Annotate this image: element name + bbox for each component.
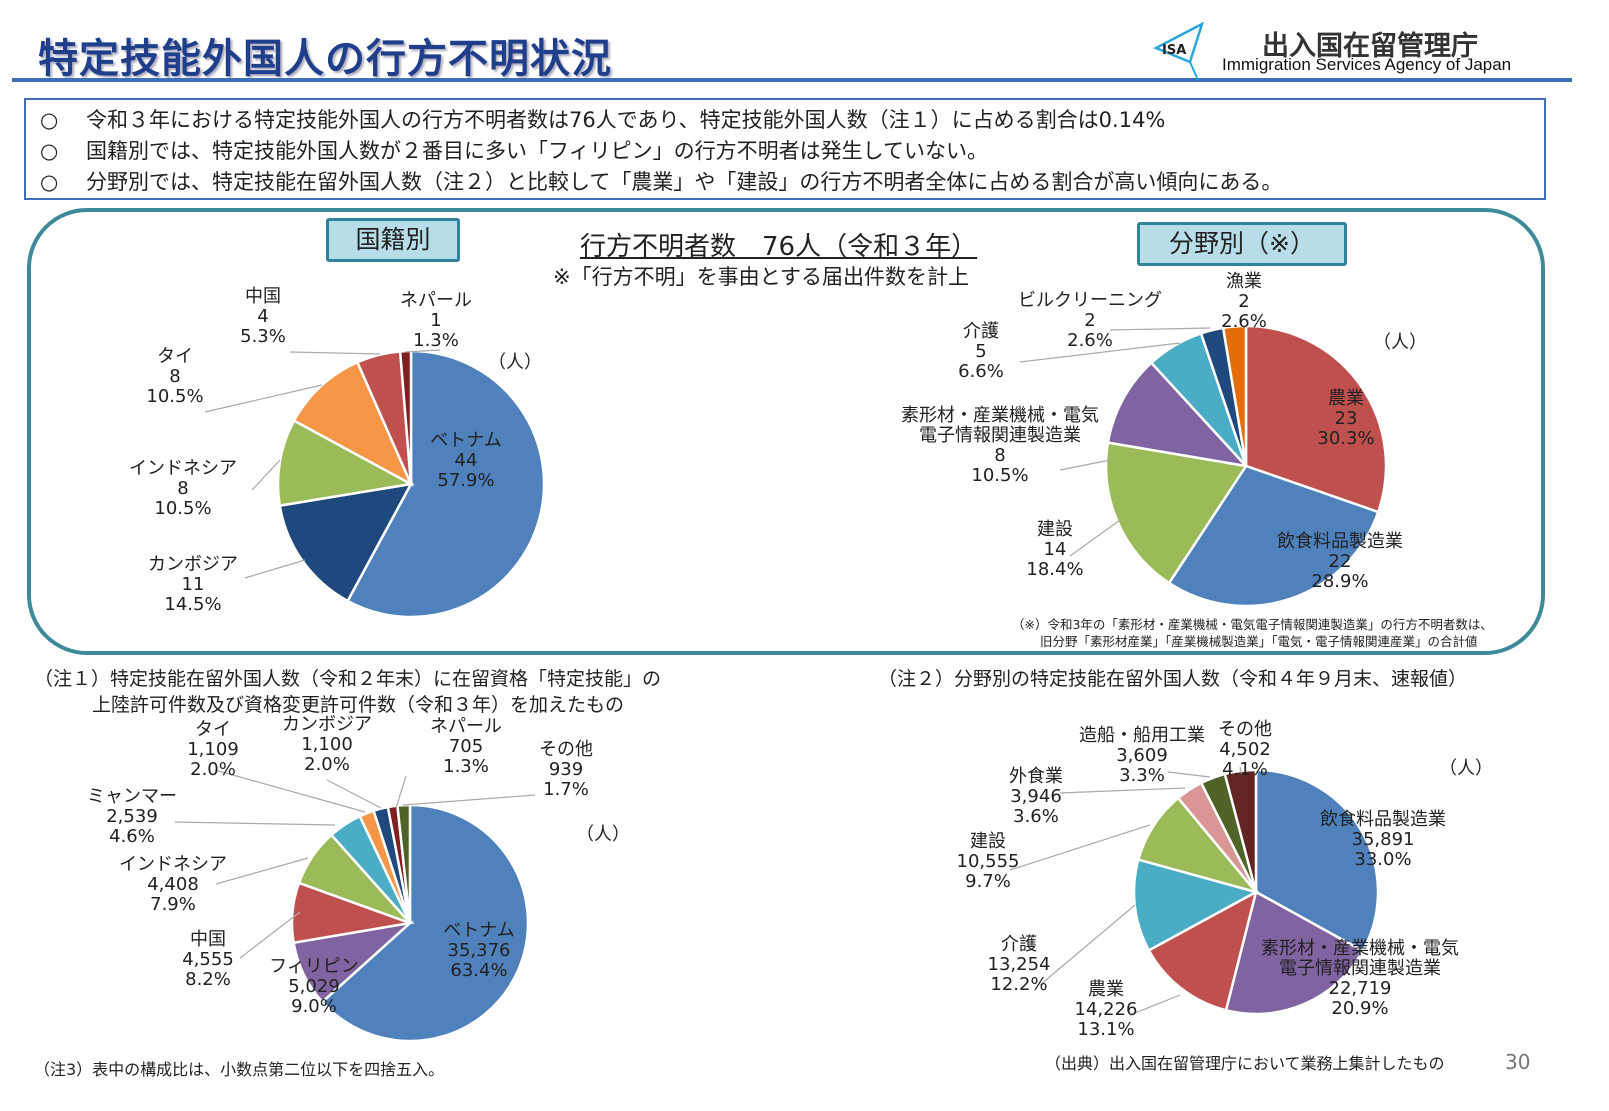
slice-label: 中国 4 5.3% [240,286,286,347]
page-title: 特定技能外国人の行方不明状況 [38,36,612,82]
leader-line [174,821,336,826]
pie-slice [320,803,530,1043]
slice-label: 飲食料品製造業 35,891 33.0% [1320,809,1446,870]
leader-line [251,459,281,491]
pie-slice [1244,324,1388,514]
slice-label: タイ 1,109 2.0% [187,719,239,780]
leader-line [1019,342,1181,363]
unit-label: （人） [488,352,542,373]
pie-slice [1254,768,1380,953]
field-footnote-1: （※）令和3年の「素形材・産業機械・電気電子情報関連製造業」の行方不明者数は、 [1012,617,1493,632]
slice-label: その他 4,502 4.1% [1218,719,1272,780]
leader-line [1109,327,1211,331]
slice-label: 建設 14 18.4% [1026,519,1083,580]
slice-label: タイ 8 10.5% [146,346,203,407]
isa-logo-icon: ISA [1153,22,1204,81]
slice-label: 農業 23 30.3% [1317,388,1374,449]
slice-label: インドネシア 4,408 7.9% [119,854,227,915]
isa-logo-text: ISA [1162,43,1186,58]
slice-label: 外食業 3,946 3.6% [1009,766,1063,827]
pie-slice [1132,858,1260,953]
source-note: （出典）出入国在留管理庁において業務上集計したもの [1045,1054,1445,1073]
leader-line [214,769,366,813]
slice-label: ミャンマー 2,539 4.6% [87,786,177,847]
slice-label: ネパール 705 1.3% [430,716,502,777]
note-2: （注２）分野別の特定技能在留外国人数（令和４年９月末、速報値） [878,668,1468,690]
slice-label: 飲食料品製造業 22 28.9% [1277,531,1403,592]
note-3: （注3）表中の構成比は、小数点第二位以下を四捨五入。 [34,1060,445,1079]
center-subtitle: ※「行方不明」を事由とする届出件数を計上 [553,265,969,289]
pie-slice [398,349,413,485]
note-1-line-2: 上陸許可件数及び資格変更許可件数（令和３年）を加えたもの [92,694,625,716]
pie-slice [1224,890,1365,1016]
agency-name-jp: 出入国在留管理庁 [1262,31,1478,62]
slice-label: インドネシア 8 10.5% [129,458,237,519]
leader-line [404,349,441,353]
pie-slice [292,360,414,487]
leader-line [1059,459,1111,471]
summary-box: ○ 令和３年における特定技能外国人の行方不明者数は76人であり、特定技能外国人数（… [24,98,1546,200]
leader-line [1239,766,1243,776]
slice-label: ネパール 1 1.3% [400,290,472,351]
pie-slice [1106,361,1250,468]
slice-label: ベトナム 35,376 63.4% [443,920,514,981]
slice-label: 介護 13,254 12.2% [988,934,1051,995]
slice-label: 中国 4,555 8.2% [182,929,234,990]
note-1-line-1: （注１）特定技能在留外国人数（令和２年末）に在留資格「特定技能」の [34,668,662,690]
center-title: 行方不明者数 76人（令和３年） [580,232,978,262]
tab-nationality: 国籍別 [326,218,460,262]
leader-line [326,779,382,809]
field-footnote-2: 旧分野「素形材産業」「産業機械製造業」「電気・電子情報関連産業」の合計値 [1040,634,1478,649]
slice-label: ベトナム 44 57.9% [430,430,501,491]
leader-line [1039,904,1136,986]
leader-line [289,351,381,355]
slice-label: カンボジア 1,100 2.0% [282,714,372,775]
pie-slice [1167,464,1380,608]
slice-label: 農業 14,226 13.1% [1075,979,1138,1040]
unit-label: （人） [1439,758,1493,779]
unit-label: （人） [576,824,630,845]
leader-line [215,857,309,885]
missing-persons-panel [27,208,1545,655]
summary-line: ○ 分野別では、特定技能在留外国人数（注２）と比較して「農業」や「建設」の行方不明… [40,170,1283,194]
slice-label: その他 939 1.7% [539,739,593,800]
leader-line [1167,771,1211,778]
slice-label: 建設 10,555 9.7% [957,831,1020,892]
tab-field: 分野別（※） [1137,222,1347,266]
leader-line [1059,787,1186,794]
slice-label: カンボジア 11 14.5% [148,554,238,615]
agency-name-en: Immigration Services Agency of Japan [1222,55,1512,74]
unit-label: （人） [1373,332,1427,353]
pie-slice [1223,768,1258,893]
leader-line [402,794,536,806]
pie-slice [1221,324,1248,467]
pie-slice [276,418,415,508]
slice-label: ビルクリーニング 2 2.6% [1018,290,1162,351]
slice-label: 漁業 2 2.6% [1221,271,1267,332]
page-number: 30 [1505,1050,1531,1074]
pie-slice [1147,889,1258,1012]
leader-line [239,911,301,959]
leader-line [204,384,323,413]
leader-line [1009,824,1151,871]
leader-line [1129,994,1181,1016]
slice-label: 素形材・産業機械・電気電子情報関連製造業 8 10.5% [901,405,1099,486]
pie-slice [345,349,546,619]
summary-line: ○ 令和３年における特定技能外国人の行方不明者数は76人であり、特定技能外国人数（… [40,108,1166,132]
title-underline [12,78,1572,82]
pie-slice [1136,796,1260,895]
slice-label: 造船・船用工業 3,609 3.3% [1079,725,1205,786]
slice-label: 素形材・産業機械・電気電子情報関連製造業 22,719 20.9% [1261,938,1459,1019]
leader-line [1069,519,1121,557]
leader-line [244,559,306,579]
summary-line: ○ 国籍別では、特定技能外国人数が２番目に多い「フィリピン」の行方不明者は発生して… [40,139,988,163]
leader-line [395,775,407,809]
slice-label: 介護 5 6.6% [958,321,1004,382]
slice-label: フィリピン 5,029 9.0% [269,956,359,1017]
